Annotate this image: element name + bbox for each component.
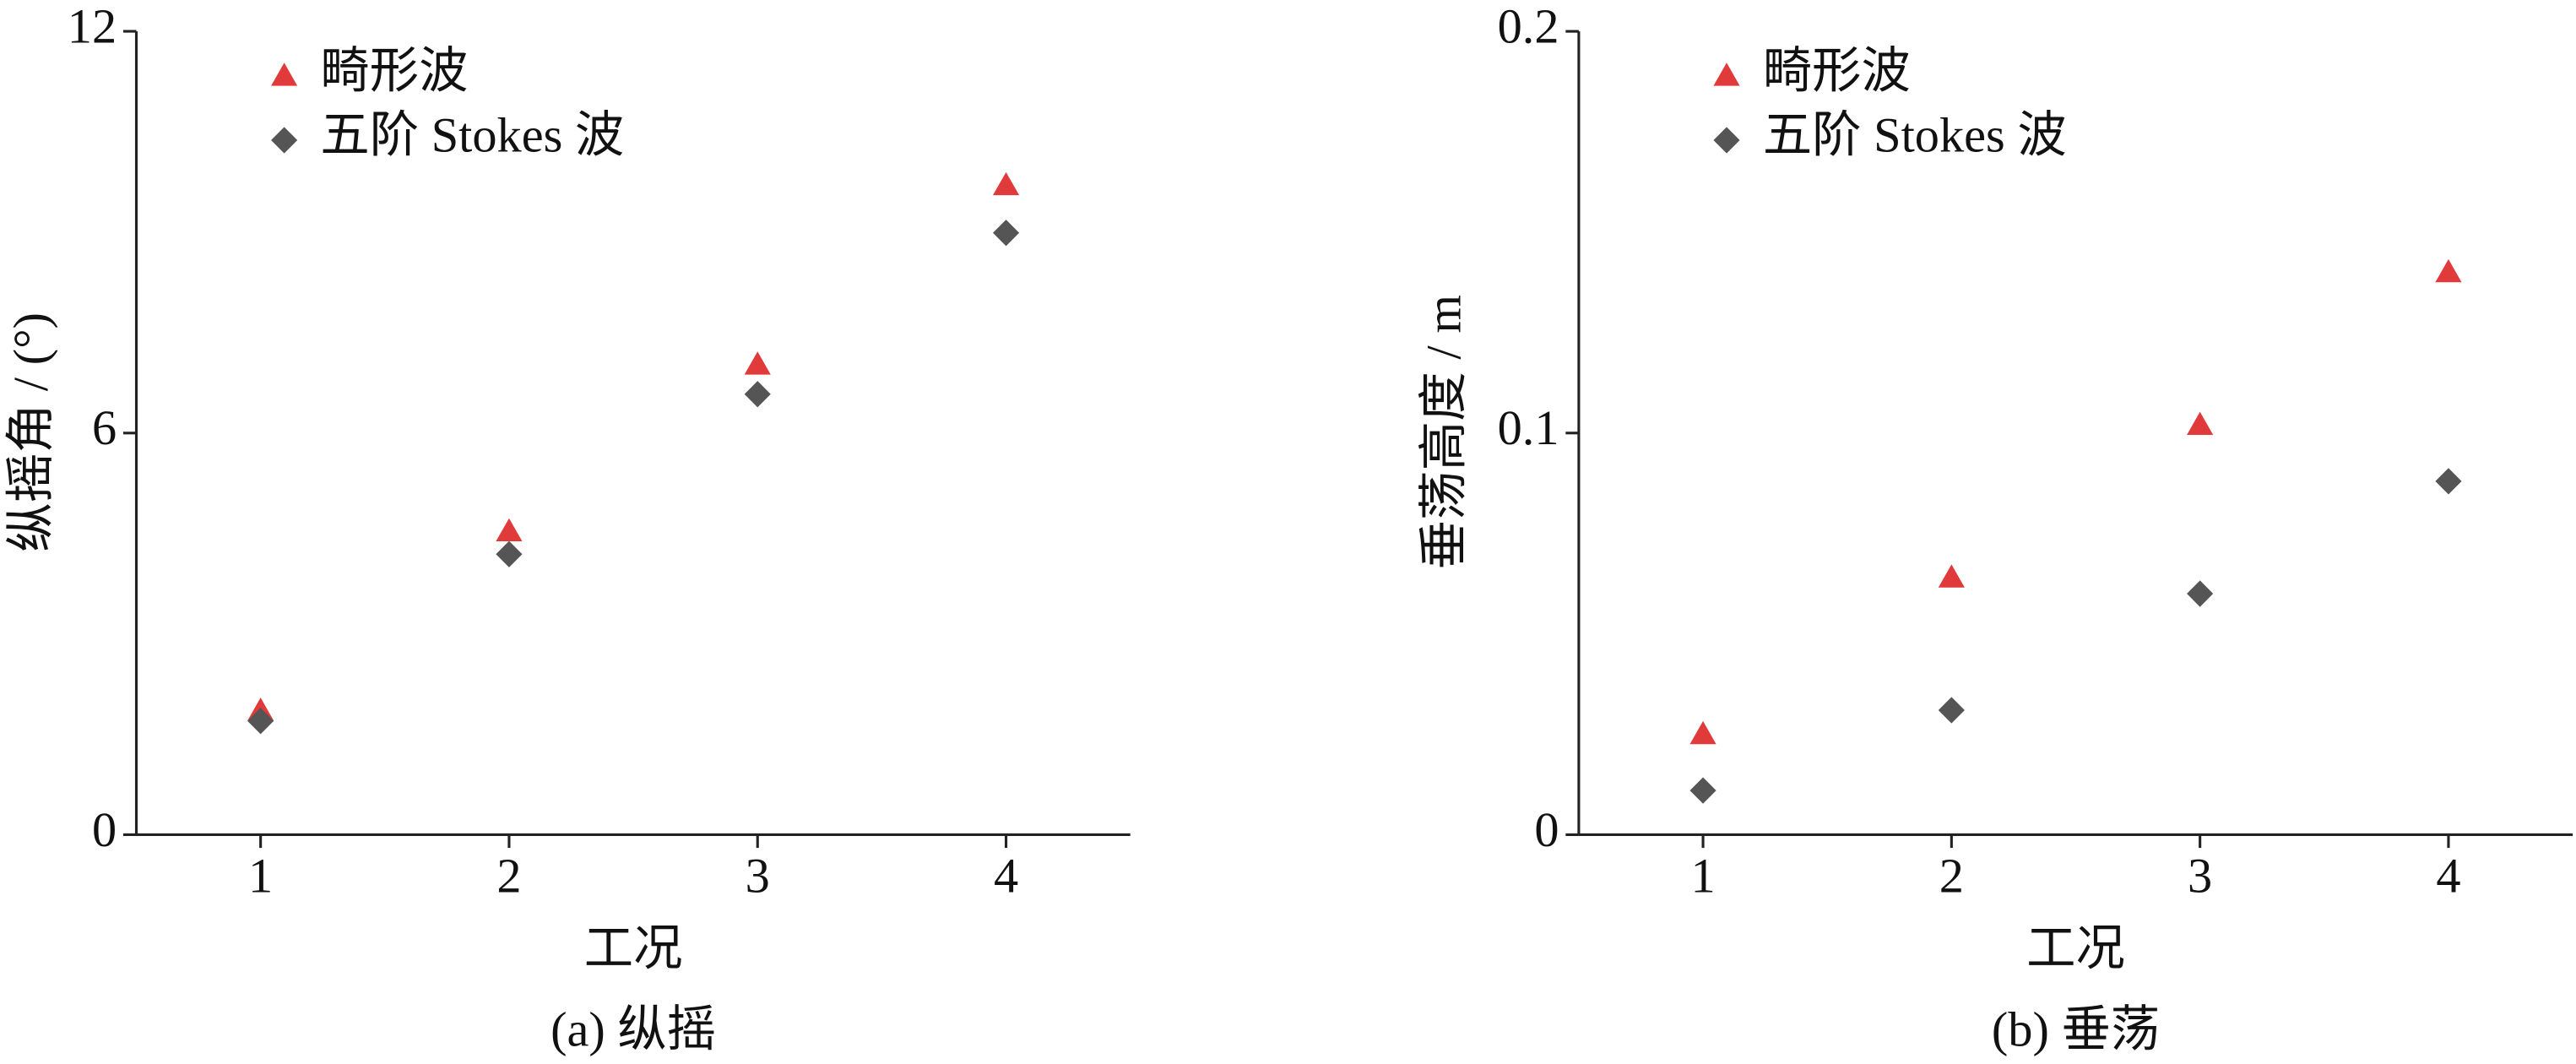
marker	[496, 518, 523, 542]
x-tick-label: 2	[1939, 849, 1964, 904]
x-tick-label: 3	[746, 849, 770, 904]
marker	[2435, 258, 2462, 283]
x-tick-label: 1	[248, 849, 273, 904]
caption: (b) 垂荡	[1992, 1002, 2160, 1056]
y-tick-label: 12	[68, 0, 117, 54]
x-tick-label: 2	[496, 849, 521, 904]
marker	[496, 540, 523, 567]
x-tick-label: 3	[2188, 849, 2212, 904]
y-tick-label: 0.2	[1498, 0, 1559, 54]
marker	[1689, 720, 1716, 745]
marker	[992, 171, 1020, 196]
y-axis-label: 纵摇角 / (°)	[3, 312, 58, 552]
marker	[247, 708, 274, 735]
y-tick-label: 0.1	[1498, 400, 1559, 455]
y-tick-label: 6	[92, 400, 117, 455]
legend-label: 畸形波	[1763, 43, 1911, 98]
marker	[2435, 468, 2462, 495]
marker	[1689, 777, 1716, 804]
legend-marker	[271, 127, 298, 154]
marker	[992, 220, 1020, 247]
marker	[2187, 411, 2214, 435]
x-tick-label: 1	[1690, 849, 1715, 904]
caption: (a) 纵摇	[550, 1002, 716, 1056]
x-tick-label: 4	[2436, 849, 2460, 904]
y-tick-label: 0	[92, 802, 117, 857]
legend-label: 畸形波	[320, 43, 468, 98]
legend-marker	[1713, 127, 1740, 154]
marker	[1938, 697, 1965, 724]
y-axis-label: 垂荡高度 / m	[1417, 295, 1472, 569]
marker	[2187, 580, 2214, 607]
legend-label: 五阶 Stokes 波	[320, 107, 624, 162]
legend-marker	[271, 62, 298, 86]
x-axis-label: 工况	[2026, 920, 2125, 975]
x-axis-label: 工况	[584, 920, 683, 975]
legend-marker	[1713, 62, 1740, 86]
legend-label: 五阶 Stokes 波	[1763, 107, 2067, 162]
marker	[744, 351, 771, 375]
x-tick-label: 4	[994, 849, 1018, 904]
marker	[744, 381, 771, 408]
marker	[1938, 564, 1965, 588]
y-tick-label: 0	[1534, 802, 1559, 857]
